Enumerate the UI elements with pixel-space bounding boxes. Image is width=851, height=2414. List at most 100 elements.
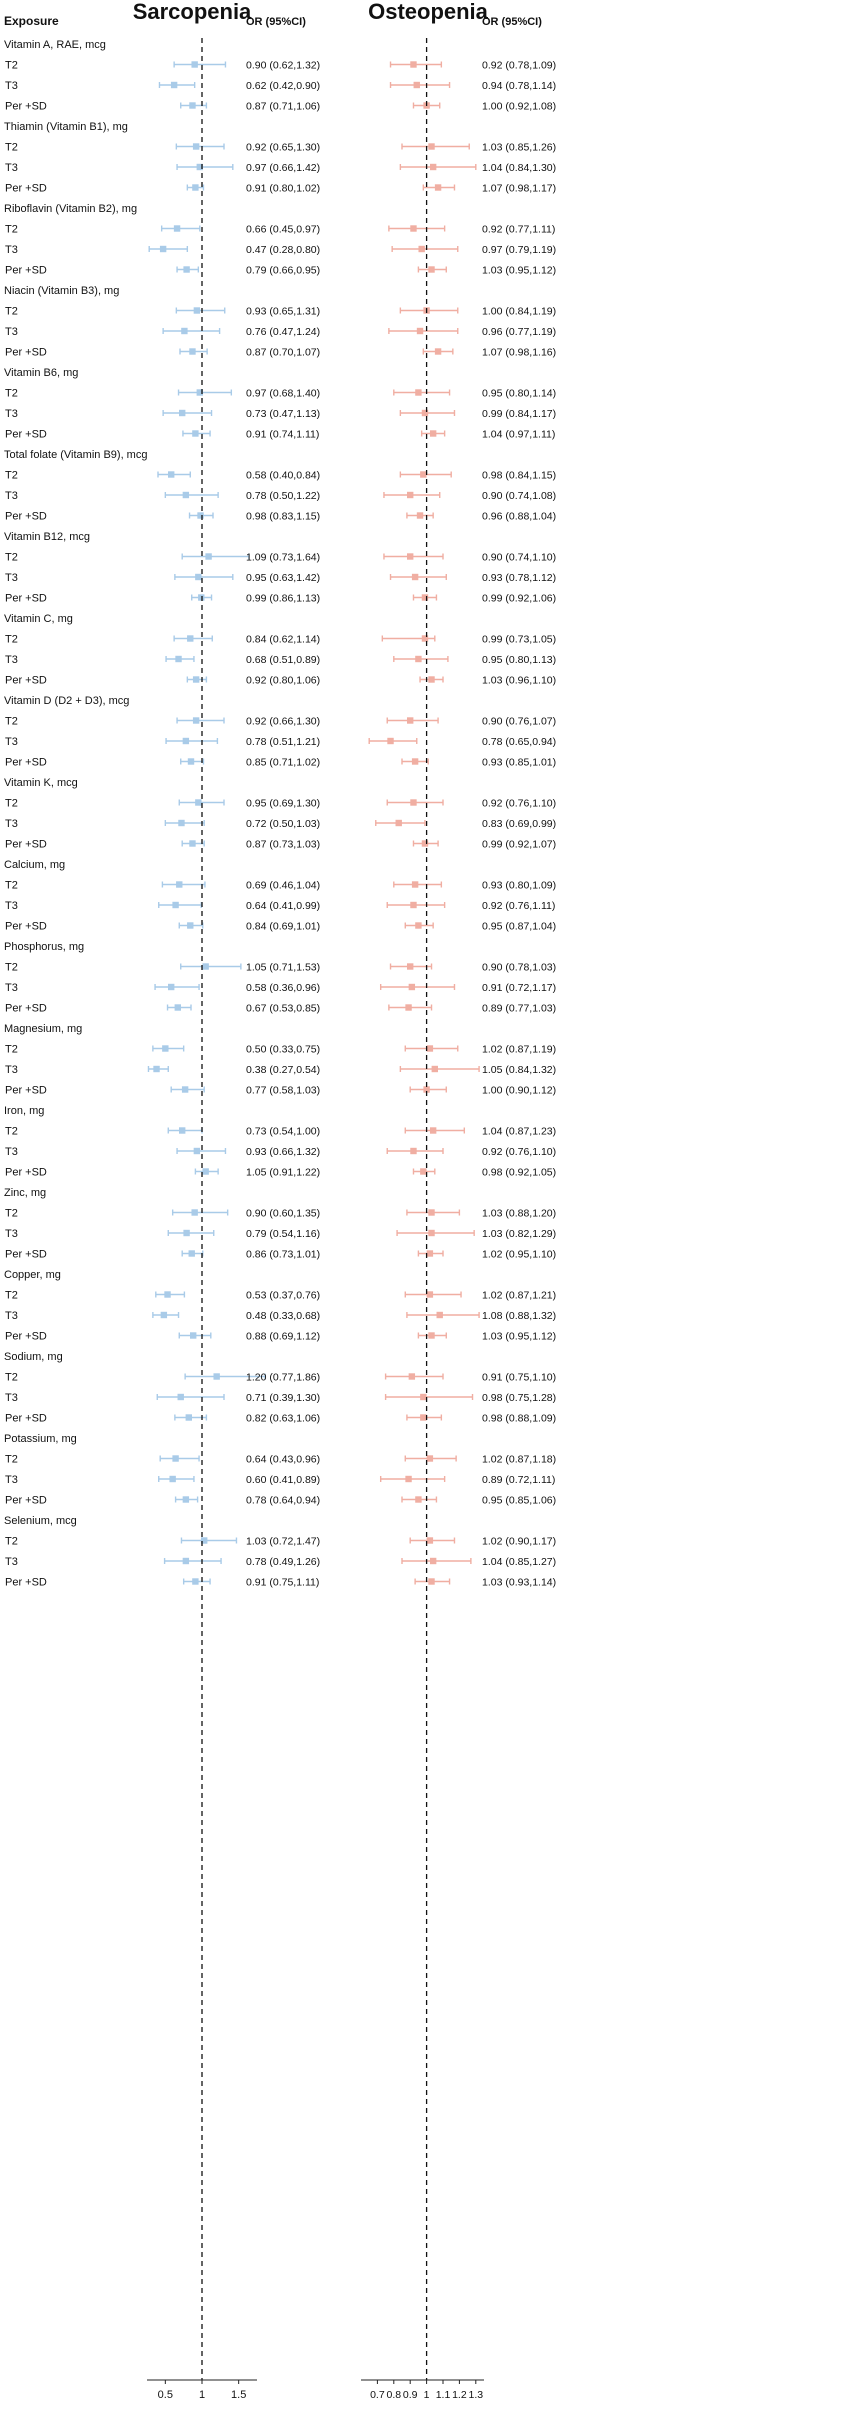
- sarcopenia-point: [190, 1332, 197, 1339]
- group-label: Total folate (Vitamin B9), mcg: [4, 449, 147, 461]
- sarcopenia-or-text: 0.98 (0.83,1.15): [246, 511, 320, 523]
- row-label: Per +SD: [5, 347, 47, 359]
- osteopenia-point: [410, 61, 417, 68]
- group-label: Selenium, mcg: [4, 1515, 77, 1527]
- row-label: T2: [5, 880, 18, 892]
- osteopenia-point: [413, 81, 420, 89]
- row-label: T3: [5, 1064, 18, 1076]
- sarcopenia-point: [188, 1250, 195, 1257]
- osteopenia-or-text: 0.90 (0.74,1.08): [482, 490, 556, 502]
- osteopenia-point: [429, 1557, 437, 1565]
- osteopenia-x-tick-label: 1.1: [436, 2389, 451, 2401]
- osteopenia-or-text: 1.04 (0.84,1.30): [482, 162, 556, 174]
- osteopenia-x-tick-label: 1.3: [468, 2389, 483, 2401]
- row-label: T3: [5, 818, 18, 830]
- osteopenia-point: [428, 1209, 435, 1216]
- osteopenia-or-text: 0.92 (0.76,1.10): [482, 798, 556, 810]
- row-label: Per +SD: [5, 1331, 47, 1343]
- sarcopenia-point: [192, 143, 200, 150]
- row-label: T2: [5, 634, 18, 646]
- osteopenia-or-text: 0.95 (0.80,1.14): [482, 388, 556, 400]
- sarcopenia-point: [192, 430, 199, 437]
- osteopenia-point: [410, 1147, 417, 1155]
- osteopenia-or-text: 0.95 (0.80,1.13): [482, 654, 556, 666]
- osteopenia-or-text: 1.07 (0.98,1.16): [482, 347, 556, 359]
- sarcopenia-point: [164, 1291, 171, 1298]
- sarcopenia-or-text: 0.91 (0.74,1.11): [246, 429, 319, 441]
- group-label: Iron, mg: [4, 1105, 44, 1117]
- sarcopenia-point: [192, 676, 200, 683]
- osteopenia-point: [410, 225, 417, 232]
- group-label: Vitamin D (D2 + D3), mcg: [4, 695, 129, 707]
- sarcopenia-point: [173, 225, 181, 232]
- sarcopenia-or-text: 1.09 (0.73,1.64): [246, 552, 320, 564]
- row-label: T2: [5, 1454, 18, 1466]
- osteopenia-or-text: 1.02 (0.87,1.21): [482, 1290, 556, 1302]
- osteopenia-x-tick-label: 0.9: [403, 2389, 418, 2401]
- osteopenia-or-text: 0.89 (0.72,1.11): [482, 1474, 555, 1486]
- sarcopenia-point: [187, 635, 194, 642]
- osteopenia-or-text: 0.89 (0.77,1.03): [482, 1003, 556, 1015]
- osteopenia-point: [387, 737, 394, 745]
- row-label: T2: [5, 1044, 18, 1056]
- osteopenia-point: [415, 389, 422, 396]
- osteopenia-point: [426, 1291, 434, 1298]
- sarcopenia-point: [187, 758, 195, 765]
- sarcopenia-or-text: 1.20 (0.77,1.86): [246, 1372, 320, 1384]
- group-label: Vitamin A, RAE, mcg: [4, 39, 106, 51]
- group-label: Potassium, mg: [4, 1433, 77, 1445]
- sarcopenia-or-text: 0.90 (0.62,1.32): [246, 60, 320, 72]
- row-label: T2: [5, 716, 18, 728]
- sarcopenia-point: [182, 1496, 190, 1503]
- osteopenia-point: [423, 1086, 430, 1093]
- osteopenia-or-text: 0.93 (0.78,1.12): [482, 572, 556, 584]
- sarcopenia-point: [179, 1127, 186, 1134]
- osteopenia-point: [420, 1393, 427, 1401]
- sarcopenia-or-text: 0.79 (0.66,0.95): [246, 265, 320, 277]
- sarcopenia-or-text: 0.53 (0.37,0.76): [246, 1290, 320, 1302]
- osteopenia-or-text: 1.04 (0.87,1.23): [482, 1126, 556, 1138]
- sarcopenia-or-text: 0.97 (0.66,1.42): [246, 162, 320, 174]
- forest-rows: Vitamin A, RAE, mcg T2 0.90 (0.62,1.32) 0.9…: [4, 39, 556, 1589]
- osteopenia-or-text: 0.98 (0.92,1.05): [482, 1167, 556, 1179]
- osteopenia-or-text: 0.91 (0.72,1.17): [482, 982, 556, 994]
- sarcopenia-point: [159, 245, 167, 253]
- sarcopenia-or-text: 1.05 (0.91,1.22): [246, 1167, 320, 1179]
- osteopenia-or-text: 0.93 (0.85,1.01): [482, 757, 556, 769]
- osteopenia-or-text: 1.03 (0.88,1.20): [482, 1208, 556, 1220]
- row-label: T3: [5, 1228, 18, 1240]
- row-label: T2: [5, 1372, 18, 1384]
- row-label: T3: [5, 1474, 18, 1486]
- osteopenia-point: [426, 1455, 434, 1462]
- row-label: T3: [5, 490, 18, 502]
- row-label: Per +SD: [5, 757, 47, 769]
- osteopenia-point: [415, 922, 422, 929]
- osteopenia-point: [411, 758, 419, 765]
- osteopenia-or-text: 1.04 (0.85,1.27): [482, 1556, 556, 1568]
- row-label: T3: [5, 900, 18, 912]
- osteopenia-point: [426, 1537, 434, 1544]
- sarcopenia-or-text: 0.76 (0.47,1.24): [246, 326, 320, 338]
- row-label: Per +SD: [5, 1167, 47, 1179]
- osteopenia-or-text: 0.99 (0.92,1.07): [482, 839, 556, 851]
- osteopenia-title: Osteopenia: [368, 0, 489, 24]
- sarcopenia-point: [174, 1004, 181, 1011]
- sarcopenia-point: [189, 348, 196, 355]
- osteopenia-point: [428, 1332, 435, 1339]
- osteopenia-or-text: 0.92 (0.76,1.11): [482, 900, 555, 912]
- sarcopenia-point: [185, 1414, 192, 1421]
- group-label: Magnesium, mg: [4, 1023, 82, 1035]
- sarcopenia-point: [169, 1475, 176, 1483]
- sarcopenia-point: [181, 1086, 189, 1093]
- or-header-left: OR (95%CI): [246, 16, 306, 28]
- sarcopenia-point: [201, 1537, 208, 1544]
- sarcopenia-or-text: 0.79 (0.54,1.16): [246, 1228, 320, 1240]
- row-label: T2: [5, 1290, 18, 1302]
- row-label: T3: [5, 244, 18, 256]
- osteopenia-point: [407, 491, 414, 499]
- sarcopenia-or-text: 0.73 (0.47,1.13): [246, 408, 320, 420]
- sarcopenia-point: [193, 1147, 201, 1155]
- sarcopenia-point: [191, 61, 198, 68]
- sarcopenia-x-tick-label: 1: [199, 2389, 205, 2401]
- group-label: Vitamin B12, mcg: [4, 531, 90, 543]
